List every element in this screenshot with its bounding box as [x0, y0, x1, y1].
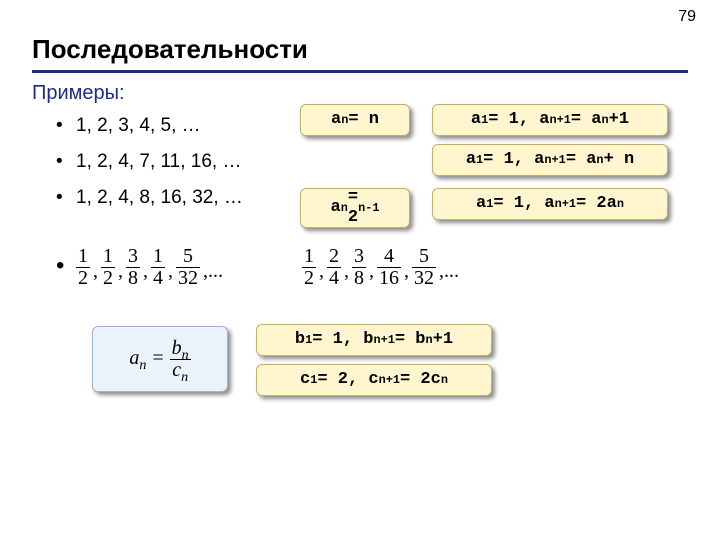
fraction: 38 — [126, 246, 140, 289]
fraction: 532 — [176, 246, 200, 289]
fraction: 416 — [377, 246, 401, 289]
fraction: 12 — [302, 246, 316, 289]
formula-box-an-pow2: an =2n-1 — [300, 188, 410, 228]
an-lhs: an — [129, 347, 146, 369]
formula-box-bn: b1 = 1, bn+1 = bn+1 — [256, 324, 492, 356]
list-item: • 1, 2, 3, 4, 5, … — [56, 108, 243, 144]
fraction: 38 — [352, 246, 366, 289]
fraction: 24 — [327, 246, 341, 289]
an-denominator: cn — [170, 360, 191, 381]
fraction: 532 — [412, 246, 436, 289]
bullet-icon: • — [56, 108, 76, 144]
fraction: 12 — [101, 246, 115, 289]
fraction-sequence-right: 12,24,38,416,532,... — [302, 246, 460, 289]
formula-box-recurrence-plus-n: a1 = 1, an+1 = an + n — [432, 144, 668, 176]
sequence-text: 1, 2, 4, 7, 11, 16, … — [76, 144, 241, 180]
an-numerator: bn — [170, 338, 191, 360]
formula-box-recurrence-plus1: a1 = 1, an+1 = an+1 — [432, 104, 668, 136]
page-number: 79 — [678, 8, 696, 26]
fraction: 12 — [76, 246, 90, 289]
formula-box-an-ratio: an=bncn — [92, 326, 228, 392]
formula-box-an-equals-n: an = n — [300, 104, 410, 136]
fraction: 14 — [151, 246, 165, 289]
bullet-icon: • — [56, 180, 76, 216]
title-rule — [32, 70, 688, 73]
formula-box-recurrence-times2: a1 = 1, an+1 = 2an — [432, 188, 668, 220]
examples-subheader: Примеры: — [32, 82, 125, 105]
sequence-text: 1, 2, 4, 8, 16, 32, … — [76, 180, 243, 216]
sequence-text: 1, 2, 3, 4, 5, … — [76, 108, 201, 144]
fraction-sequence-left: 12,12,38,14,532,... — [76, 246, 224, 289]
page-title: Последовательности — [32, 34, 308, 65]
formula-box-cn: c1 = 2, cn+1 = 2cn — [256, 364, 492, 396]
bullet-list: • 1, 2, 3, 4, 5, … • 1, 2, 4, 7, 11, 16,… — [56, 108, 243, 216]
list-item: • 1, 2, 4, 8, 16, 32, … — [56, 180, 243, 216]
list-item: • 1, 2, 4, 7, 11, 16, … — [56, 144, 243, 180]
bullet-icon: • — [56, 144, 76, 180]
